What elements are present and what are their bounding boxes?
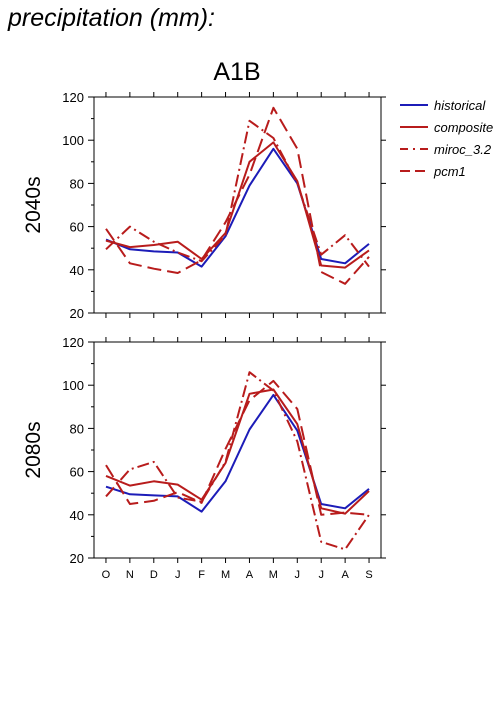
series-line-historical — [105, 147, 370, 268]
month-label: F — [198, 569, 205, 581]
y-tick-label: 20 — [70, 306, 84, 321]
legend-label-miroc: miroc_3.2 — [434, 142, 492, 157]
month-label: N — [126, 569, 134, 581]
legend-label-composite: composite — [434, 120, 493, 135]
row-label: 2080s — [22, 421, 45, 478]
series-line-historical — [105, 393, 370, 513]
y-tick-label: 80 — [70, 421, 84, 436]
plot-frame — [93, 341, 382, 559]
y-tick-label: 40 — [70, 263, 84, 278]
series-line-pcm1 — [105, 379, 370, 516]
y-tick-label: 60 — [70, 220, 84, 235]
month-label: M — [269, 569, 278, 581]
plot-frame — [93, 96, 382, 314]
month-label: J — [318, 569, 324, 581]
legend: historical composite miroc_3.2 pcm1 — [400, 98, 493, 179]
month-label: J — [175, 569, 181, 581]
panel-2080s: 20 40 60 80 100 120 O N D J F M A M J J A S 2080s — [22, 335, 386, 581]
row-label: 2040s — [22, 176, 45, 233]
y-tick-label: 100 — [62, 133, 84, 148]
series-line-miroc — [105, 119, 370, 268]
month-label: D — [150, 569, 158, 581]
month-label: S — [365, 569, 372, 581]
series-line-pcm1 — [105, 106, 370, 285]
month-label: M — [221, 569, 230, 581]
scenario-label: A1B — [213, 58, 260, 86]
y-tick-label: 100 — [62, 378, 84, 393]
panels-layer: 20 40 60 80 100 120 2040s 20 40 60 80 100 120 O N D J F M A… — [22, 90, 386, 581]
month-label: A — [341, 569, 349, 581]
legend-label-historical: historical — [434, 98, 486, 113]
y-tick-label: 40 — [70, 508, 84, 523]
series-line-composite — [105, 141, 370, 269]
month-label: O — [102, 569, 111, 581]
page-title: precipitation (mm): — [8, 4, 215, 32]
panel-2040s: 20 40 60 80 100 120 2040s — [22, 90, 386, 321]
y-tick-label: 120 — [62, 90, 84, 105]
y-tick-label: 60 — [70, 465, 84, 480]
month-label: A — [246, 569, 254, 581]
series-line-composite — [105, 388, 370, 515]
y-tick-label: 20 — [70, 551, 84, 566]
series-line-miroc — [105, 371, 370, 551]
month-label: J — [295, 569, 301, 581]
y-tick-label: 120 — [62, 335, 84, 350]
legend-label-pcm1: pcm1 — [433, 164, 466, 179]
y-tick-label: 80 — [70, 176, 84, 191]
